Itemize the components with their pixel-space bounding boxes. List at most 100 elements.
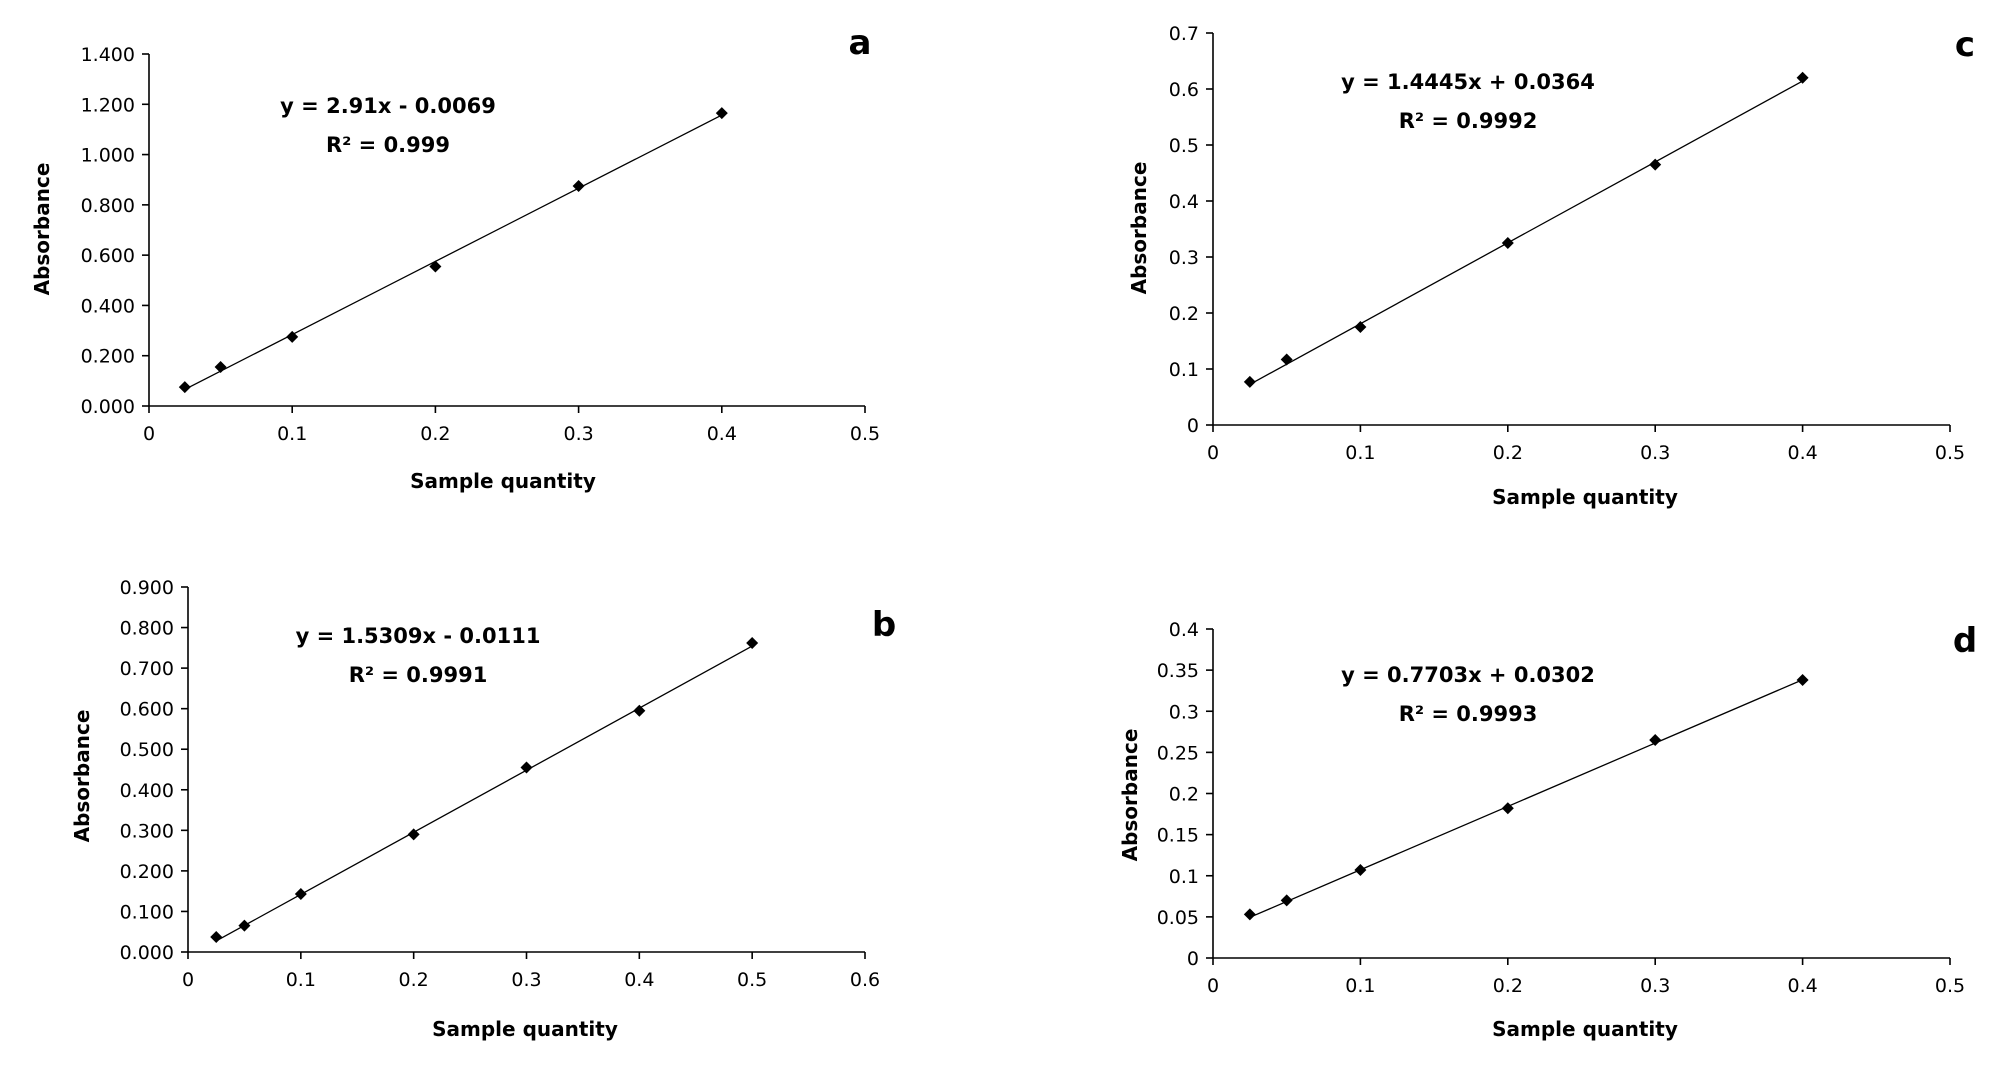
x-tick-label: 0.2 [1493, 975, 1523, 997]
y-tick-label: 0.700 [120, 658, 174, 680]
x-tick-label: 0 [182, 969, 194, 991]
data-point [178, 381, 191, 394]
y-tick-label: 0.100 [120, 901, 174, 923]
y-tick-label: 0.800 [81, 195, 135, 217]
x-tick-label: 0.1 [277, 423, 307, 445]
data-point [1354, 321, 1367, 333]
data-point [1649, 158, 1662, 171]
r-squared-value: R² = 0.9992 [1399, 109, 1538, 133]
x-tick-label: 0.1 [1345, 442, 1375, 464]
y-axis-title: Absorbance [1127, 162, 1151, 295]
trendline [1249, 679, 1803, 918]
y-tick-label: 0.800 [120, 618, 174, 640]
x-tick-label: 0.4 [624, 969, 654, 991]
y-tick-label: 0.600 [81, 245, 135, 267]
r-squared-value: R² = 0.9993 [1399, 702, 1538, 726]
y-tick-label: 0.200 [81, 346, 135, 368]
y-axis-title: Absorbance [70, 710, 94, 843]
x-tick-label: 0.4 [707, 423, 737, 445]
y-tick-label: 0.4 [1169, 191, 1199, 213]
y-tick-label: 0.3 [1169, 701, 1199, 723]
y-axis-title: Absorbance [1118, 729, 1142, 862]
data-point [572, 180, 585, 192]
y-tick-label: 0 [1187, 415, 1199, 437]
x-tick-label: 0.1 [286, 969, 316, 991]
chart-panel-a: a y = 2.91x - 0.0069 R² = 0.999 Sample q… [30, 23, 880, 493]
x-tick-label: 0.5 [1935, 975, 1965, 997]
data-point [1796, 673, 1809, 686]
x-axis-title: Sample quantity [1492, 485, 1678, 509]
data-point [1354, 863, 1367, 876]
data-point [715, 107, 728, 120]
regression-equation: y = 2.91x - 0.0069 [280, 94, 496, 118]
data-point [214, 361, 227, 374]
x-tick-label: 0 [143, 423, 155, 445]
x-tick-label: 0.5 [850, 423, 880, 445]
y-tick-label: 0.35 [1157, 660, 1199, 682]
y-tick-label: 0.400 [81, 295, 135, 317]
x-tick-label: 0.2 [1493, 442, 1523, 464]
x-tick-label: 0.6 [850, 969, 880, 991]
y-tick-label: 0.3 [1169, 247, 1199, 269]
y-tick-label: 0.000 [81, 396, 135, 418]
trendline [215, 645, 753, 942]
data-point [1649, 734, 1662, 747]
panel-label: d [1953, 621, 1977, 661]
chart-panel-d: d y = 0.7703x + 0.0302 R² = 0.9993 Sampl… [1118, 619, 1977, 1041]
y-tick-label: 0.000 [120, 942, 174, 964]
y-tick-label: 0.600 [120, 699, 174, 721]
data-point [210, 930, 223, 943]
y-tick-label: 0.1 [1169, 866, 1199, 888]
y-tick-label: 0.7 [1169, 23, 1199, 45]
y-tick-label: 0 [1187, 948, 1199, 970]
x-tick-label: 0.2 [399, 969, 429, 991]
y-tick-label: 0.2 [1169, 303, 1199, 325]
y-tick-label: 0.6 [1169, 79, 1199, 101]
y-tick-label: 0.05 [1157, 907, 1199, 929]
x-tick-label: 0.3 [563, 423, 593, 445]
y-axis-title: Absorbance [30, 163, 54, 296]
data-point [1796, 71, 1809, 84]
x-axis-title: Sample quantity [432, 1017, 618, 1041]
y-tick-label: 0.900 [120, 577, 174, 599]
y-tick-label: 1.400 [81, 44, 135, 66]
x-tick-label: 0 [1207, 442, 1219, 464]
data-point [520, 761, 533, 774]
data-point [1280, 353, 1293, 366]
chart-panel-c: c y = 1.4445x + 0.0364 R² = 0.9992 Sampl… [1127, 23, 1975, 509]
y-tick-label: 0.500 [120, 739, 174, 761]
y-tick-label: 0.300 [120, 820, 174, 842]
regression-equation: y = 0.7703x + 0.0302 [1341, 663, 1595, 687]
y-tick-label: 0.15 [1157, 825, 1199, 847]
y-tick-label: 0.1 [1169, 359, 1199, 381]
data-point [1243, 908, 1256, 921]
y-tick-label: 0.25 [1157, 742, 1199, 764]
data-point [1243, 375, 1256, 388]
data-point [286, 330, 299, 343]
data-point [294, 888, 307, 901]
panel-label: b [872, 605, 896, 645]
trendline [184, 114, 723, 391]
data-point [407, 828, 420, 841]
x-tick-label: 0.4 [1787, 975, 1817, 997]
x-tick-label: 0.3 [511, 969, 541, 991]
y-tick-label: 0.4 [1169, 619, 1199, 641]
x-tick-label: 0.3 [1640, 442, 1670, 464]
data-point [633, 704, 646, 717]
data-point [1501, 802, 1514, 815]
regression-equation: y = 1.4445x + 0.0364 [1341, 70, 1595, 94]
y-tick-label: 1.000 [81, 145, 135, 167]
data-point [1280, 894, 1293, 907]
data-point [1501, 237, 1514, 249]
y-tick-label: 0.400 [120, 780, 174, 802]
x-tick-label: 0.1 [1345, 975, 1375, 997]
data-point [429, 260, 442, 273]
x-axis-title: Sample quantity [1492, 1017, 1678, 1041]
y-tick-label: 1.200 [81, 94, 135, 116]
x-tick-label: 0.5 [737, 969, 767, 991]
data-point [238, 919, 251, 932]
x-tick-label: 0.4 [1787, 442, 1817, 464]
chart-panel-b: b y = 1.5309x - 0.0111 R² = 0.9991 Sampl… [70, 577, 896, 1041]
r-squared-value: R² = 0.9991 [349, 663, 488, 687]
